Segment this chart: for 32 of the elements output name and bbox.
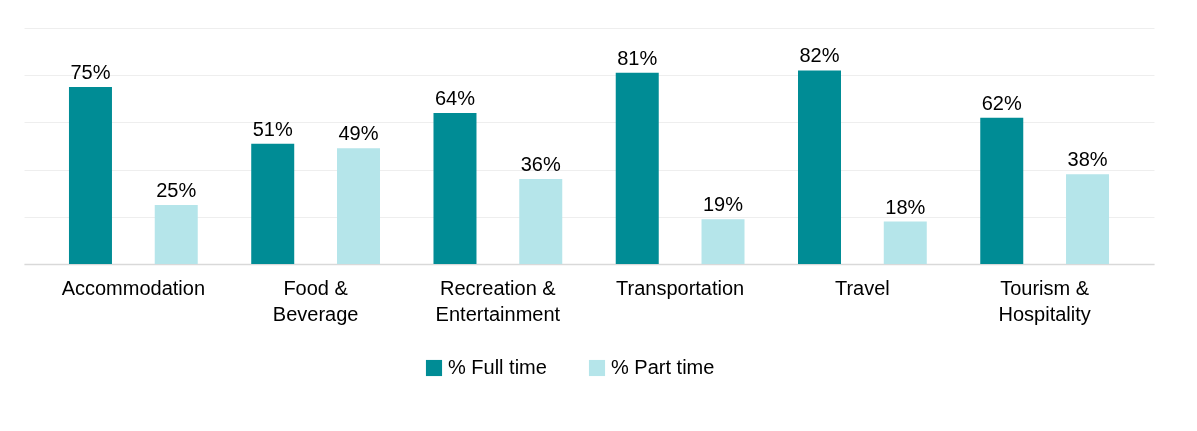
bar bbox=[433, 112, 477, 264]
bar bbox=[68, 87, 112, 264]
x-tick-label: Recreation & Entertainment bbox=[435, 276, 561, 325]
x-tick-label: Transportation bbox=[616, 276, 745, 299]
bar bbox=[615, 72, 659, 264]
data-label: 18% bbox=[885, 195, 926, 218]
legend-label: % Part time bbox=[611, 356, 715, 378]
data-label: 62% bbox=[981, 91, 1022, 114]
data-label: 75% bbox=[70, 61, 111, 83]
x-tick-label: Accommodation bbox=[61, 276, 206, 299]
data-label: 51% bbox=[252, 117, 293, 140]
data-label: 19% bbox=[703, 193, 744, 216]
data-label: 64% bbox=[434, 86, 476, 109]
bar bbox=[798, 70, 841, 264]
legend-label: % Full time bbox=[448, 356, 547, 378]
data-label: 81% bbox=[617, 46, 658, 69]
bar bbox=[337, 148, 380, 264]
data-label: 36% bbox=[520, 153, 561, 176]
data-label: 25% bbox=[156, 179, 197, 201]
bar bbox=[251, 143, 295, 264]
data-label: 82% bbox=[799, 44, 840, 67]
data-label: 38% bbox=[1067, 148, 1108, 171]
bar bbox=[519, 179, 563, 264]
bar bbox=[980, 117, 1024, 264]
x-tick-label: Tourism & Hospitality bbox=[998, 276, 1091, 325]
x-tick-label: Travel bbox=[834, 276, 890, 299]
x-tick-label: Food & Beverage bbox=[272, 276, 359, 325]
bar bbox=[154, 205, 198, 264]
data-label: 49% bbox=[338, 122, 379, 145]
bar bbox=[1066, 174, 1110, 264]
bar bbox=[883, 221, 927, 264]
bar bbox=[701, 219, 745, 264]
